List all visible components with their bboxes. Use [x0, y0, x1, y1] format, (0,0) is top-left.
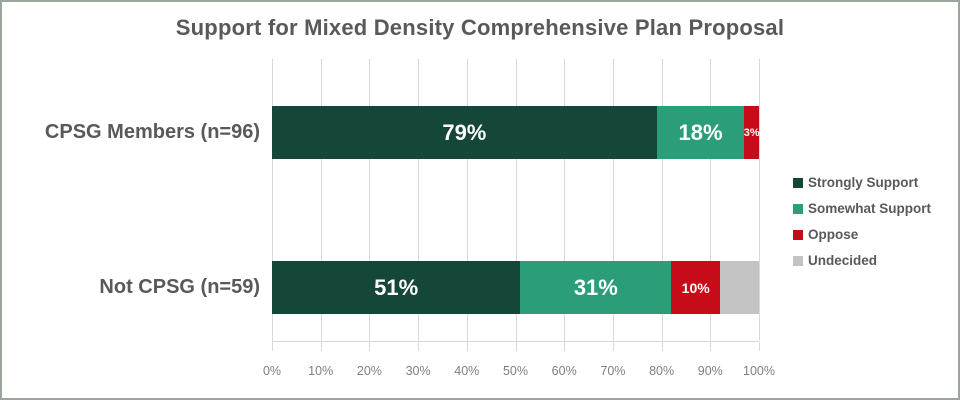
legend-swatch-icon [793, 203, 803, 214]
legend-swatch-icon [793, 229, 803, 240]
legend-item-undecided: Undecided [793, 253, 931, 268]
x-tick-mark [515, 342, 517, 351]
x-tick-label: 10% [308, 364, 334, 378]
x-tick-mark [564, 342, 566, 351]
bar-segment-label: 3% [743, 126, 760, 139]
gridline [515, 59, 517, 341]
x-tick-mark [612, 342, 614, 351]
bar-segment-label: 79% [442, 119, 487, 145]
legend-label: Somewhat Support [808, 201, 932, 216]
bar-segment-somewhat-support: 31% [520, 261, 672, 314]
x-tick-mark [466, 342, 468, 351]
bar-segment-label: 31% [573, 274, 618, 300]
x-tick-label: 30% [405, 364, 431, 378]
bar-row: 79% 18% 3% [272, 106, 760, 159]
x-tick-mark [272, 342, 273, 351]
x-tick-mark [369, 342, 371, 351]
x-tick-mark [661, 342, 663, 351]
x-tick-label: 40% [454, 364, 480, 378]
gridline [320, 59, 322, 341]
category-label: CPSG Members (n=96) [44, 120, 260, 143]
bar-segment-oppose: 3% [743, 106, 760, 159]
legend-swatch-icon [793, 177, 803, 188]
x-tick-label: 50% [502, 364, 529, 378]
gridline [466, 59, 468, 341]
legend-label: Strongly Support [808, 175, 919, 190]
legend-item-strongly-support: Strongly Support [793, 175, 931, 190]
legend-item-somewhat-support: Somewhat Support [793, 201, 931, 216]
chart-title: Support for Mixed Density Comprehensive … [175, 15, 785, 40]
legend-label: Oppose [808, 227, 859, 242]
bar-segment-label: 10% [681, 279, 710, 296]
x-tick-mark [418, 342, 420, 351]
x-tick-label: 60% [551, 364, 577, 378]
gridline [710, 59, 712, 341]
bar-segment-strongly-support: 79% [272, 106, 657, 159]
gridline [564, 59, 566, 341]
legend-item-oppose: Oppose [793, 227, 931, 242]
x-tick-mark [320, 342, 322, 351]
bar-segment-oppose: 10% [671, 261, 721, 314]
gridline [612, 59, 614, 341]
bar-segment-undecided [720, 261, 759, 314]
gridline [661, 59, 663, 341]
bar-segment-label: 18% [678, 119, 723, 145]
x-tick-mark [759, 342, 760, 351]
x-tick-mark [710, 342, 712, 351]
gridline [369, 59, 371, 341]
x-tick-label: 100% [743, 364, 775, 378]
x-tick-label: 20% [356, 364, 382, 378]
legend-label: Undecided [808, 253, 878, 268]
x-tick-label: 90% [697, 364, 723, 378]
legend-swatch-icon [793, 255, 803, 266]
category-label: Not CPSG (n=59) [99, 275, 260, 298]
bar-segment-label: 51% [374, 274, 419, 300]
legend: Strongly Support Somewhat Support Oppose Un… [793, 175, 931, 279]
bar-segment-strongly-support: 51% [272, 261, 521, 314]
bar-row: 51% 31% 10% [272, 261, 759, 314]
plot-area: 79% 18% 3% 51% 31% 10% [272, 59, 760, 342]
gridline [759, 59, 760, 341]
gridline [272, 59, 273, 341]
gridline [418, 59, 420, 341]
bar-segment-somewhat-support: 18% [656, 106, 745, 159]
x-tick-label: 70% [600, 364, 626, 378]
x-tick-label: 0% [262, 364, 282, 378]
x-tick-label: 80% [649, 364, 675, 378]
